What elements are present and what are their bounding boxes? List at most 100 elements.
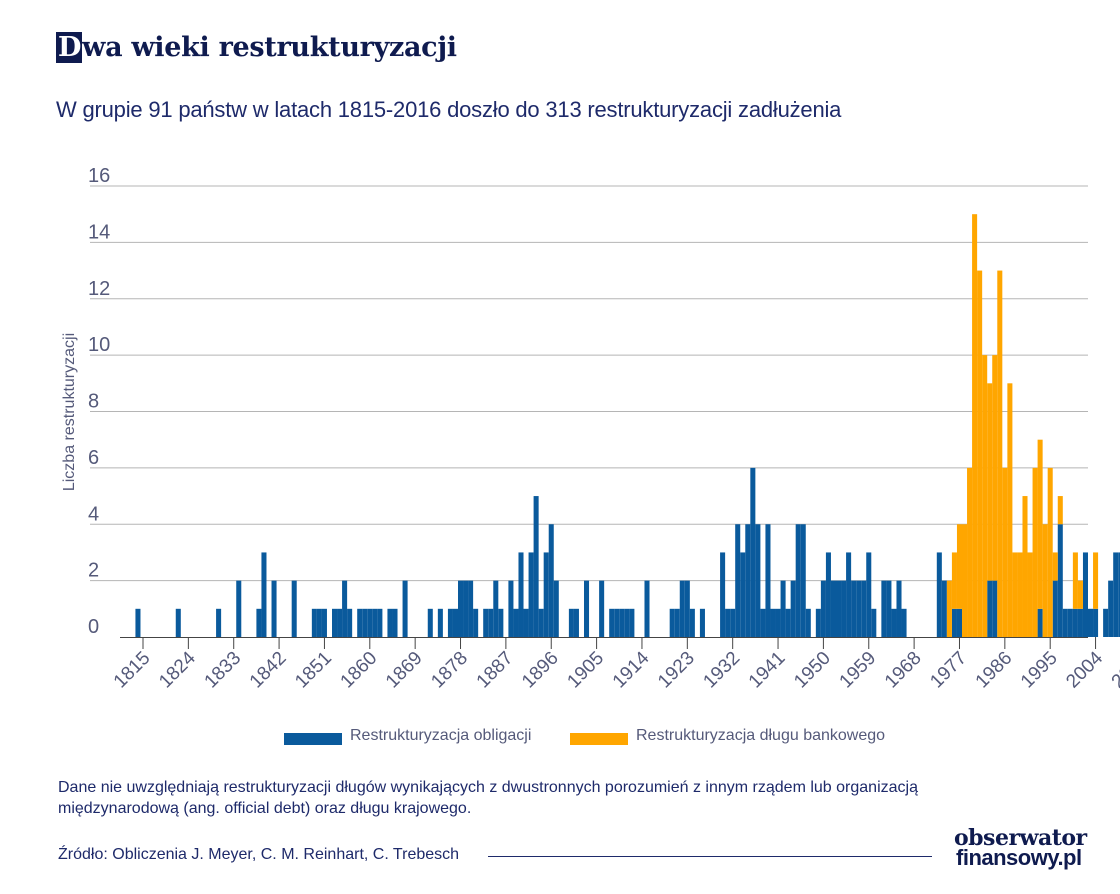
bar-bonds-1900	[568, 608, 574, 637]
bar-bonds-1977	[956, 608, 962, 637]
bar-bonds-1881	[473, 608, 479, 637]
bar-bonds-1949	[815, 608, 821, 637]
source-text: Źródło: Obliczenia J. Meyer, C. M. Reinh…	[58, 846, 460, 863]
bar-bonds-1862	[377, 608, 383, 637]
bar-bank-1989	[1017, 552, 1023, 637]
bar-bonds-1854	[337, 608, 343, 637]
bar-bonds-1947	[805, 608, 811, 637]
bar-bonds-1942	[780, 580, 786, 637]
bar-bonds-1864	[387, 608, 393, 637]
y-tick-label: 2	[88, 560, 99, 582]
bar-bonds-1858	[357, 608, 363, 637]
legend-label-bonds: Restrukturyzacja obligacji	[350, 727, 532, 744]
bar-bonds-1895	[543, 552, 549, 637]
bar-bank-2001	[1077, 580, 1083, 609]
bar-bank-2004	[1093, 552, 1099, 609]
bar-bonds-1933	[735, 524, 741, 637]
logo-line-1: obserwator	[954, 825, 1087, 851]
bar-bank-1988	[1012, 552, 1018, 637]
bar-bank-1984	[992, 355, 998, 581]
x-tick-label: 1941	[745, 648, 790, 693]
bar-bonds-1957	[856, 580, 862, 637]
x-tick-label: 1869	[382, 648, 427, 693]
bar-bank-1996	[1052, 552, 1058, 581]
bar-bonds-1939	[765, 524, 771, 637]
x-tick-label: 1968	[881, 648, 926, 693]
bar-bank-1982	[982, 355, 988, 637]
bar-bonds-1944	[790, 580, 796, 637]
y-tick-label: 4	[88, 503, 99, 525]
y-tick-label: 10	[88, 334, 110, 356]
bar-bonds-1924	[689, 608, 695, 637]
bar-bonds-1839	[261, 552, 267, 637]
bar-bonds-1834	[236, 580, 242, 637]
bar-bonds-1912	[629, 608, 635, 637]
y-tick-label: 6	[88, 447, 99, 469]
y-tick-label: 16	[88, 165, 110, 187]
bar-bonds-1938	[760, 608, 766, 637]
bar-bonds-1838	[256, 608, 262, 637]
bar-bonds-1893	[533, 496, 539, 637]
bar-bonds-1964	[891, 608, 897, 637]
bar-bank-1978	[962, 524, 968, 637]
bars	[135, 214, 1120, 637]
bar-bonds-1958	[861, 580, 867, 637]
bar-bonds-1921	[674, 608, 680, 637]
bar-bank-1985	[997, 270, 1003, 637]
bar-bonds-1853	[332, 608, 338, 637]
bar-bonds-1959	[866, 552, 872, 637]
y-tick-label: 8	[88, 391, 99, 413]
bar-bonds-1952	[830, 580, 836, 637]
x-tick-label: 1878	[427, 648, 472, 693]
bar-bonds-1974	[941, 580, 947, 637]
y-tick-label: 12	[88, 278, 110, 300]
bar-bonds-1945	[795, 524, 801, 637]
x-tick-label: 1896	[518, 648, 563, 693]
bar-bonds-1951	[825, 552, 831, 637]
bar-bonds-1966	[901, 608, 907, 637]
grid-lines	[90, 185, 1088, 582]
x-tick-label: 1833	[201, 648, 246, 693]
bar-bonds-1930	[720, 552, 726, 637]
bar-bonds-2003	[1088, 608, 1094, 637]
chart-title: Dwa wieki restrukturyzacji	[56, 32, 457, 63]
x-tick-label: 1977	[926, 648, 971, 693]
legend-swatch-bank	[570, 733, 628, 745]
bar-bank-1993	[1037, 439, 1043, 609]
x-tick-label: 1824	[155, 647, 200, 692]
bar-bonds-1926	[699, 608, 705, 637]
bar-bonds-1935	[745, 524, 751, 637]
legend-swatch-bonds	[284, 733, 342, 745]
bar-bonds-1906	[599, 580, 605, 637]
bar-bank-1995	[1047, 467, 1053, 637]
bar-bonds-1861	[372, 608, 378, 637]
bar-bank-1975	[946, 580, 952, 637]
bar-bonds-1922	[679, 580, 685, 637]
bar-bonds-1909	[614, 608, 620, 637]
x-tick-label: 1851	[291, 648, 336, 693]
x-tick-label: 1905	[563, 648, 608, 693]
x-tick-label: 2004	[1062, 647, 1107, 692]
x-tick-label: 1842	[246, 648, 291, 693]
publisher-logo: obserwator finansowy.pl	[948, 825, 1098, 878]
bar-bonds-1892	[528, 552, 534, 637]
title-rest: wa wieki restrukturyzacji	[82, 32, 457, 63]
x-tick-label: 1995	[1017, 648, 1062, 693]
bar-bonds-1872	[427, 608, 433, 637]
bar-bonds-1911	[624, 608, 630, 637]
bar-bonds-1891	[523, 608, 529, 637]
bar-bonds-2004	[1093, 608, 1099, 637]
bar-bonds-1896	[548, 524, 554, 637]
bar-bonds-1996	[1052, 580, 1058, 637]
bar-bonds-1901	[573, 608, 579, 637]
bar-bonds-1940	[770, 608, 776, 637]
bar-bonds-1937	[755, 524, 761, 637]
bar-bonds-1956	[851, 580, 857, 637]
x-tick-label: 1860	[337, 648, 382, 693]
bar-bonds-1897	[553, 580, 559, 637]
bar-bonds-2001	[1077, 608, 1083, 637]
bar-bank-1986	[1002, 467, 1008, 637]
bar-bonds-1932	[730, 608, 736, 637]
bar-bonds-1976	[951, 608, 957, 637]
bar-bonds-1946	[800, 524, 806, 637]
